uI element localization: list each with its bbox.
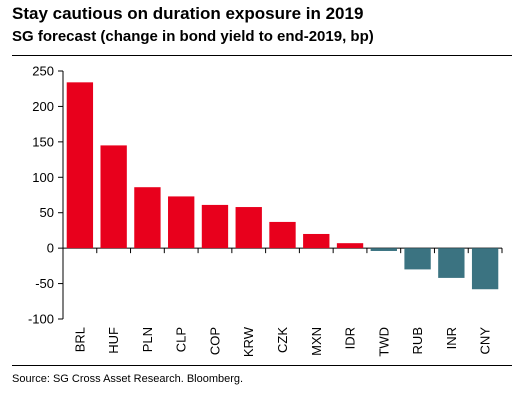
- y-tick-label: 150: [32, 134, 54, 149]
- x-tick-label: BRL: [72, 327, 87, 352]
- bottom-rule: [12, 365, 512, 366]
- bar-czk: [269, 221, 296, 249]
- bar-pln: [134, 187, 161, 249]
- x-axis-labels: BRL HUF PLN CLP COP KRW CZK MXN IDR TWD RUB INR CNY: [72, 326, 492, 357]
- chart-subtitle: SG forecast (change in bond yield to end…: [12, 28, 374, 45]
- x-tick-label: CZK: [275, 327, 290, 353]
- x-tick-label: PLN: [140, 327, 155, 352]
- x-tick-label: MXN: [309, 327, 324, 356]
- bar-rub: [404, 248, 431, 270]
- bar-cny: [471, 248, 499, 290]
- x-tick-label: IDR: [343, 327, 358, 349]
- bar-huf: [100, 145, 127, 249]
- y-tick-label: 50: [40, 205, 54, 220]
- chart-title: Stay cautious on duration exposure in 20…: [12, 4, 364, 23]
- bar-inr: [438, 248, 465, 278]
- top-rule: [12, 55, 512, 56]
- y-tick-label: 0: [47, 241, 54, 256]
- y-tick-label: 100: [32, 170, 54, 185]
- bar-clp: [168, 196, 195, 249]
- x-tick-label: KRW: [241, 326, 256, 357]
- y-tick-label: 200: [32, 99, 54, 114]
- bar-cop: [201, 204, 229, 249]
- x-tick-label: TWD: [376, 327, 391, 357]
- bar-mxn: [303, 233, 330, 249]
- bar-brl: [66, 82, 94, 249]
- source-note: Source: SG Cross Asset Research. Bloombe…: [12, 373, 244, 385]
- bars: [66, 82, 503, 290]
- y-tick-label: -50: [35, 276, 54, 291]
- x-tick-label: INR: [444, 327, 459, 349]
- y-tick-label: -100: [28, 312, 54, 327]
- bar-idr: [336, 243, 364, 249]
- x-tick-label: RUB: [410, 327, 425, 354]
- x-tick-label: HUF: [106, 327, 121, 354]
- x-tick-label: CNY: [478, 327, 493, 355]
- y-tick-label: 250: [32, 64, 54, 79]
- y-axis: -100 -50 0 50 100 150 200 250: [28, 64, 502, 327]
- x-tick-label: CLP: [174, 327, 189, 352]
- x-tick-label: COP: [207, 327, 222, 355]
- bar-krw: [235, 207, 262, 249]
- bar-twd: [370, 248, 397, 251]
